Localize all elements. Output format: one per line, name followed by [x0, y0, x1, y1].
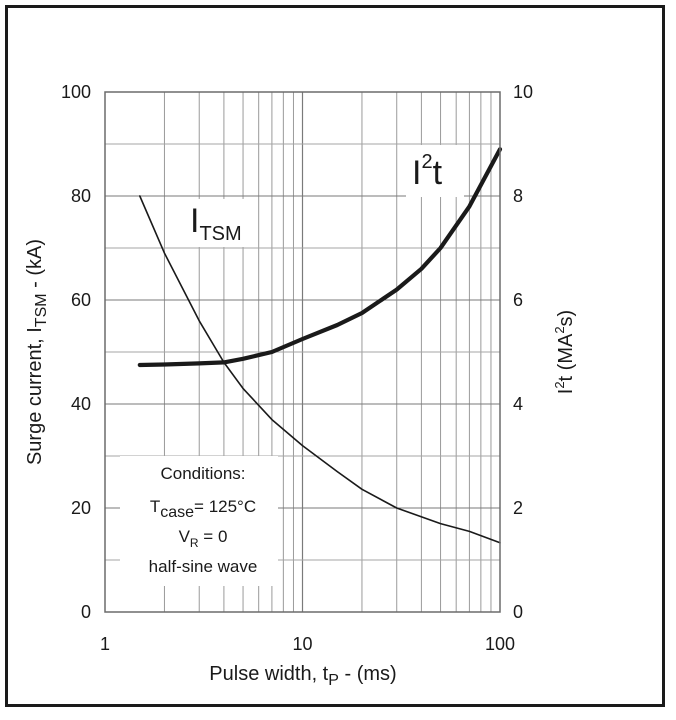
x-axis-label: Pulse width, tP - (ms) — [209, 663, 396, 689]
conditions-vr: VR = 0 — [179, 527, 228, 550]
conditions-waveform: half-sine wave — [149, 557, 258, 576]
series-label-i2t: I2t — [412, 151, 443, 192]
series-line-itsm — [139, 195, 501, 544]
y-tick-label: 60 — [71, 290, 91, 310]
conditions-box — [120, 456, 278, 586]
y-tick-label: 100 — [61, 82, 91, 102]
y2-tick-label: 8 — [513, 186, 523, 206]
plot-border — [104, 91, 501, 613]
x-tick-label: 1 — [100, 634, 110, 654]
y2-tick-label: 4 — [513, 394, 523, 414]
y-axis-label: Surge current, ITSM - (kA) — [24, 239, 50, 465]
y-tick-label: 20 — [71, 498, 91, 518]
y2-axis-label: I2t (MA2s) — [552, 310, 577, 394]
conditions-tcase: Tcase= 125°C — [150, 497, 256, 521]
y2-tick-label: 6 — [513, 290, 523, 310]
series-layer — [137, 147, 503, 544]
y2-tick-label: 2 — [513, 498, 523, 518]
x-tick-label: 100 — [485, 634, 515, 654]
y2-tick-label: 0 — [513, 602, 523, 622]
series-line-i2t — [137, 147, 503, 368]
conditions-title: Conditions: — [160, 464, 245, 483]
tick-labels: 1 10 100 0 20 40 60 80 100 0 2 4 6 8 10 — [61, 82, 533, 654]
y-tick-label: 80 — [71, 186, 91, 206]
itsm-label-bg — [186, 199, 256, 247]
series-label-itsm: ITSM — [190, 202, 242, 245]
y-tick-label: 0 — [81, 602, 91, 622]
x-tick-label: 10 — [292, 634, 312, 654]
y2-tick-label: 10 — [513, 82, 533, 102]
y-tick-label: 40 — [71, 394, 91, 414]
i2t-label-bg — [406, 145, 464, 197]
